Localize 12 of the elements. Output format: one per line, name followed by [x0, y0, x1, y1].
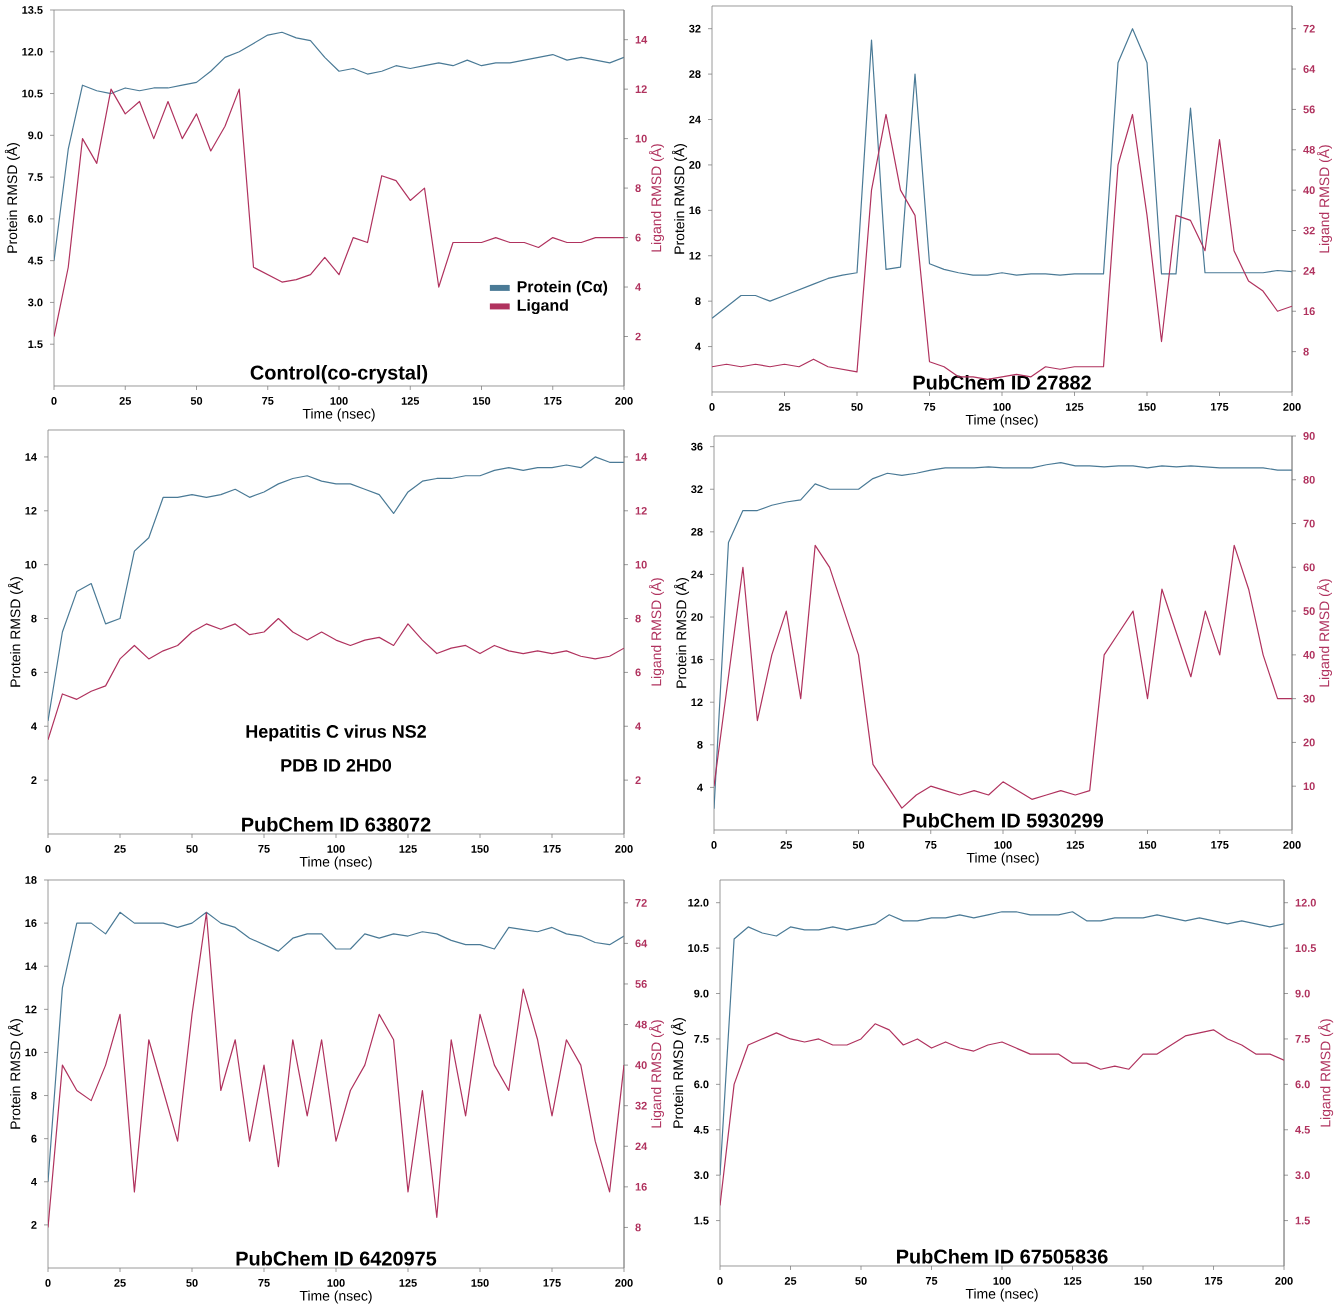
text: PubChem ID 67505836 [897, 1248, 1108, 1264]
line-series [48, 617, 624, 741]
text: PubChem ID 27882 [913, 374, 1091, 390]
line-series [54, 31, 625, 262]
text: PubChem ID 638072 [242, 816, 431, 832]
annotation: Hepatitis C virus NS2 [246, 724, 426, 742]
text: PubChem ID 6420975 [236, 1250, 437, 1266]
line-series [714, 544, 1293, 809]
line-series [48, 456, 624, 722]
text: Control(co-crystal) [250, 365, 428, 384]
text: PubChem ID 5930299 [903, 812, 1104, 828]
annotation: PDB ID 2HD0 [281, 758, 392, 772]
